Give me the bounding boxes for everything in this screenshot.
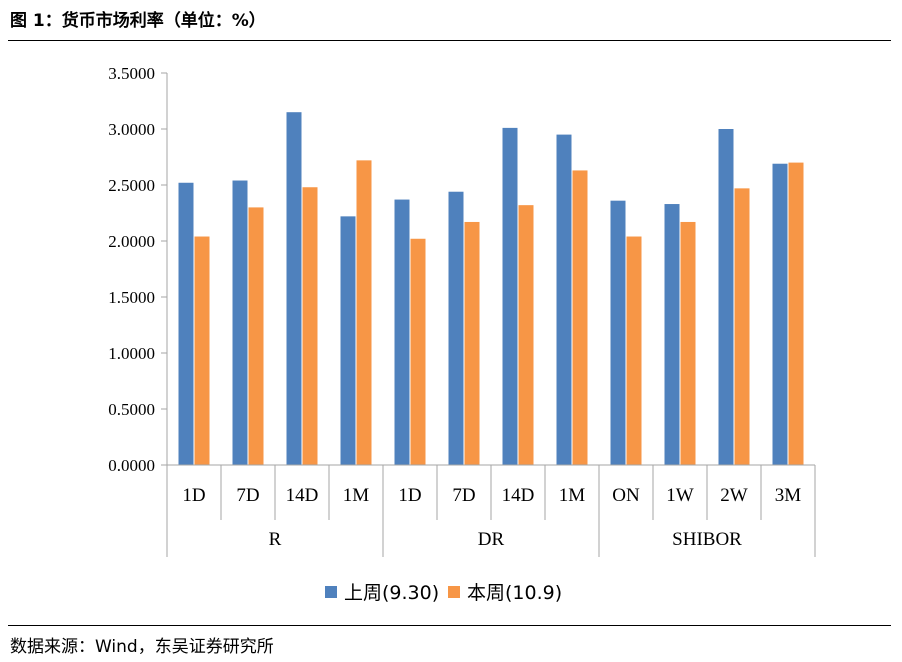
bar-last-week xyxy=(178,182,194,465)
bar-last-week xyxy=(286,112,302,465)
bar-last-week xyxy=(232,180,248,465)
x-tick-label: 14D xyxy=(502,485,535,506)
legend: 上周(9.30) 本周(10.9) xyxy=(325,582,562,604)
bar-last-week xyxy=(340,216,356,465)
y-axis: 0.0000 0.5000 1.0000 1.5000 2.0000 2.5000 3.00… xyxy=(108,64,168,475)
y-tick-label: 1.5000 xyxy=(108,288,155,307)
y-tick-label: 3.5000 xyxy=(108,64,155,83)
bar-last-week xyxy=(772,163,788,465)
y-tick-label: 1.0000 xyxy=(108,344,155,363)
bar-this-week xyxy=(518,205,534,465)
x-group-label: SHIBOR xyxy=(672,529,742,550)
x-tick-label: 1D xyxy=(182,485,205,506)
bar-this-week xyxy=(302,187,318,466)
x-tick-label: 1M xyxy=(559,485,586,506)
x-tick-label: ON xyxy=(612,485,640,506)
x-tick-label: 3M xyxy=(775,485,802,506)
bar-last-week xyxy=(556,134,572,465)
x-tick-label: 1D xyxy=(398,485,421,506)
bar-this-week xyxy=(356,160,372,466)
bar-last-week xyxy=(502,127,518,465)
bar-last-week xyxy=(394,199,410,465)
bar-this-week xyxy=(248,207,264,465)
x-axis: 1D 7D 14D 1M 1D 7D 14D 1M ON 1W 2W 3M R DR SHIBOR xyxy=(166,464,816,557)
y-tick-label: 2.0000 xyxy=(108,232,155,251)
bar-last-week xyxy=(610,200,626,465)
bar-last-week xyxy=(448,191,464,465)
chart-title: 图 1：货币市场利率（单位：%） xyxy=(10,11,266,31)
x-group-label: DR xyxy=(478,529,505,550)
bar-this-week xyxy=(410,238,426,465)
source-note: 数据来源：Wind，东吴证券研究所 xyxy=(10,637,274,657)
x-tick-label: 7D xyxy=(236,485,259,506)
bar-this-week xyxy=(464,221,480,465)
bar-this-week xyxy=(194,236,210,465)
legend-label: 本周(10.9) xyxy=(467,582,562,604)
bar-last-week xyxy=(718,129,734,465)
top-rule xyxy=(8,40,891,41)
x-group-label: R xyxy=(269,529,282,550)
y-tick-label: 2.5000 xyxy=(108,176,155,195)
x-tick-label: 14D xyxy=(286,485,319,506)
bar-this-week xyxy=(626,236,642,465)
bar-last-week xyxy=(664,204,680,466)
bar-this-week xyxy=(572,170,588,465)
bar-this-week xyxy=(734,188,750,466)
x-tick-label: 1W xyxy=(666,485,694,506)
legend-label: 上周(9.30) xyxy=(344,582,439,604)
bottom-rule xyxy=(8,625,891,626)
y-tick-label: 0.5000 xyxy=(108,400,155,419)
x-tick-label: 1M xyxy=(343,485,370,506)
y-tick-label: 3.0000 xyxy=(108,120,155,139)
legend-swatch xyxy=(448,586,460,598)
y-tick-label: 0.0000 xyxy=(108,456,155,475)
x-tick-label: 2W xyxy=(720,485,748,506)
legend-swatch xyxy=(325,586,337,598)
x-tick-label: 7D xyxy=(452,485,475,506)
bar-this-week xyxy=(680,221,696,465)
bars xyxy=(178,112,804,466)
bar-this-week xyxy=(788,162,804,465)
